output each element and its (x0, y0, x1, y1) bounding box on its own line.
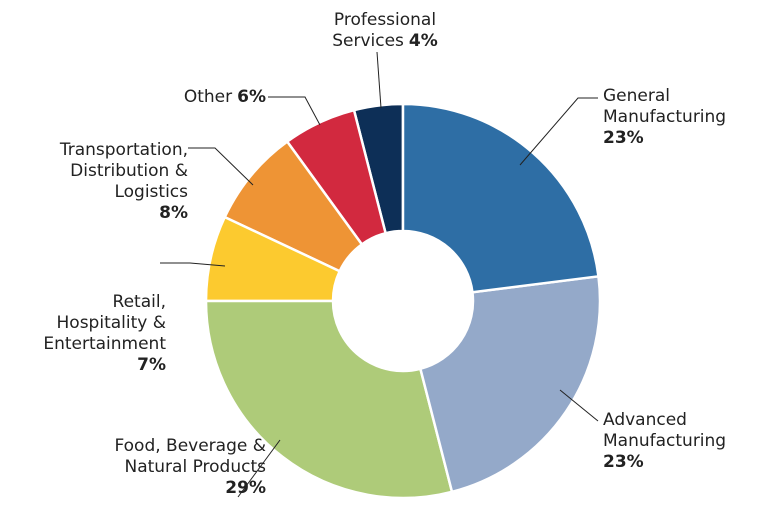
leader-line (376, 51, 382, 109)
category-name: Professional Services (332, 10, 437, 51)
leader-lines (160, 51, 599, 498)
category-name: Food, Beverage & Natural Products (114, 436, 266, 477)
value-label: 4% (408, 31, 438, 51)
leader-line (268, 96, 321, 126)
category-name: Transportation, Distribution & Logistics (59, 140, 188, 202)
slice-label: General Manufacturing 23% (603, 86, 760, 149)
value-label: 6% (237, 87, 266, 107)
value-label: 23% (603, 128, 644, 148)
leader-line (559, 389, 599, 422)
leader-line (519, 97, 598, 166)
slice-label: Transportation, Distribution & Logistics… (20, 140, 188, 224)
category-name: Retail, Hospitality & Entertainment (43, 292, 166, 354)
leader-line (237, 439, 281, 498)
category-name: General Manufacturing (603, 86, 727, 127)
value-label: 7% (137, 355, 166, 375)
donut-slice (204, 215, 342, 303)
donut-slice (204, 299, 454, 500)
slice-label: Retail, Hospitality & Entertainment 7% (40, 292, 166, 376)
value-label: 8% (159, 203, 188, 223)
leader-line (160, 262, 226, 267)
leader-line (188, 147, 254, 186)
slice-label: Professional Services 4% (310, 10, 460, 52)
donut-slice (223, 139, 364, 273)
slice-label: Advanced Manufacturing 23% (603, 410, 753, 473)
slice-label: Food, Beverage & Natural Products 29% (96, 436, 266, 499)
category-name: Advanced Manufacturing (603, 410, 727, 451)
value-label: 23% (603, 452, 644, 472)
slice-label: Other 6% (120, 87, 266, 108)
donut-slice (401, 102, 600, 294)
value-label: 29% (225, 478, 266, 498)
donut-slice (285, 108, 388, 247)
category-name: Other (183, 87, 233, 107)
donut-slice (418, 274, 602, 494)
